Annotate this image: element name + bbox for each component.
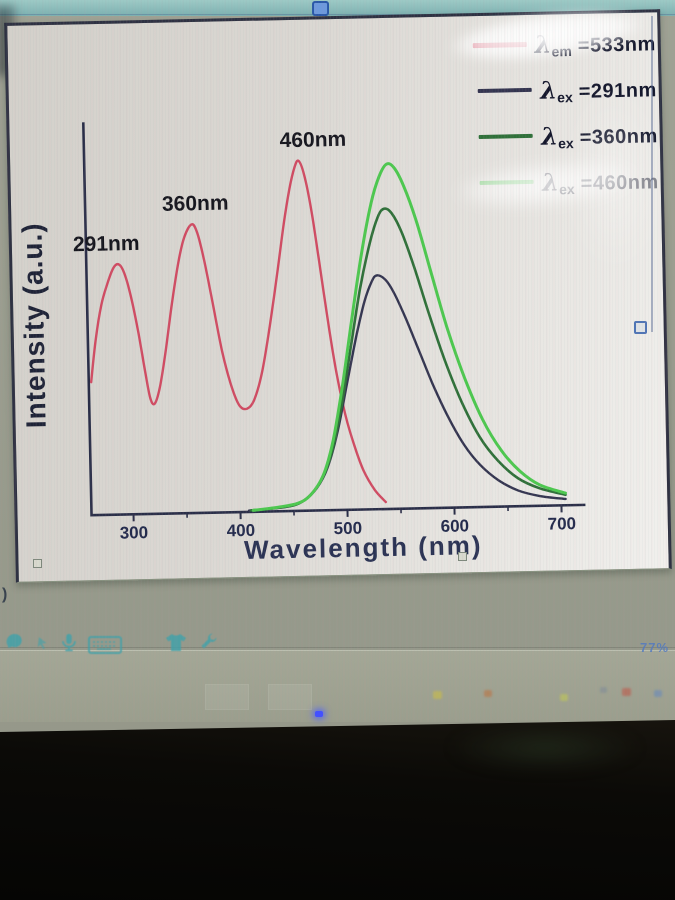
tray-icon-dot bbox=[654, 690, 662, 697]
cursor-arrow-icon[interactable] bbox=[36, 636, 50, 655]
tray-icon-dot bbox=[622, 688, 631, 696]
legend-line-sample bbox=[480, 180, 535, 185]
tray-icon-dot bbox=[484, 690, 492, 697]
legend-entry-em-533: λem =533nm bbox=[472, 18, 656, 68]
x-tick-label: 600 bbox=[440, 516, 469, 536]
skin-shirt-icon[interactable] bbox=[164, 632, 188, 659]
legend-label: λex =360nm bbox=[540, 120, 658, 151]
bezel-haze bbox=[415, 720, 675, 778]
chart-svg: 300 400 500 600 700 291nm 360nm 460nm bbox=[73, 122, 586, 543]
microphone-icon[interactable] bbox=[58, 632, 80, 659]
taskbar[interactable] bbox=[0, 647, 675, 722]
power-led bbox=[315, 711, 323, 717]
selection-handle-top[interactable] bbox=[312, 1, 329, 16]
peak-label: 291nm bbox=[73, 232, 140, 256]
legend-entry-ex-291: λex =291nm bbox=[473, 64, 657, 114]
legend-line-sample bbox=[479, 134, 534, 139]
x-tick-label: 500 bbox=[333, 519, 362, 539]
peak-label: 360nm bbox=[162, 192, 229, 216]
taskbar-button-ghost[interactable] bbox=[205, 684, 249, 710]
tray-icon-dot bbox=[600, 687, 607, 693]
monitor-bezel bbox=[0, 720, 675, 900]
legend-label: λex =460nm bbox=[541, 166, 659, 197]
selection-handle-bottom-left[interactable] bbox=[33, 559, 42, 568]
legend-entry-ex-360: λex =360nm bbox=[474, 110, 658, 160]
series-curve-em-533 bbox=[89, 159, 388, 504]
selection-border-top bbox=[0, 14, 675, 15]
status-text: 77% bbox=[640, 640, 670, 655]
legend-label: λem =533nm bbox=[534, 28, 657, 59]
selection-border-right bbox=[651, 16, 653, 332]
graph-window[interactable]: 300 400 500 600 700 291nm 360nm 460nm Intensity… bbox=[4, 0, 675, 583]
legend-line-sample bbox=[472, 41, 527, 48]
x-tick-label: 400 bbox=[227, 521, 256, 541]
keyboard-icon[interactable] bbox=[88, 634, 122, 661]
legend-entry-ex-460: λex =460nm bbox=[475, 156, 659, 206]
ime-toolbar[interactable] bbox=[0, 628, 240, 656]
legend: λem =533nm λex =291nm λex =360nm λex =460nm bbox=[472, 18, 659, 206]
x-tick-label: 300 bbox=[120, 523, 149, 543]
stray-glyph: ) bbox=[2, 586, 8, 603]
selection-handle-right[interactable] bbox=[634, 321, 647, 334]
taskbar-divider-light bbox=[0, 650, 675, 651]
taskbar-button-ghost[interactable] bbox=[268, 684, 312, 710]
wrench-icon[interactable] bbox=[196, 630, 220, 659]
peak-label: 460nm bbox=[279, 128, 346, 152]
series-curve-ex-460 bbox=[251, 162, 567, 512]
selection-handle-bottom-center[interactable] bbox=[458, 552, 467, 561]
legend-line-sample bbox=[478, 88, 533, 93]
series-curve-ex-360 bbox=[249, 207, 567, 512]
taskbar-divider-dark bbox=[0, 647, 675, 648]
tray-icon-dot bbox=[433, 691, 442, 699]
tray-icon-dot bbox=[560, 694, 568, 701]
legend-label: λex =291nm bbox=[539, 74, 657, 105]
series-curve-ex-291 bbox=[247, 274, 567, 512]
x-tick-label: 700 bbox=[547, 514, 576, 534]
axes bbox=[82, 122, 586, 517]
ime-logo-icon[interactable] bbox=[2, 630, 28, 659]
